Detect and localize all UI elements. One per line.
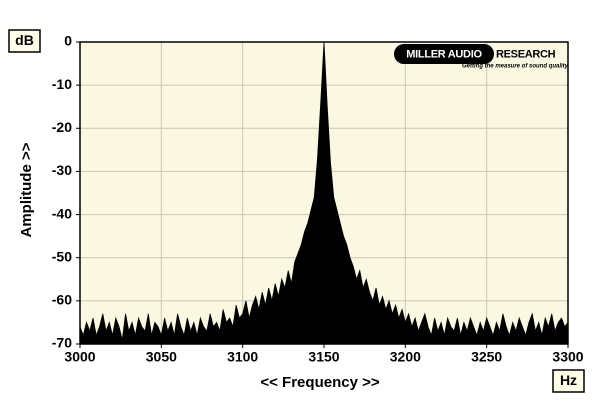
logo-tagline: Getting the measure of sound quality — [462, 64, 569, 70]
logo: MILLER AUDIO RESEARCH Getting the measur… — [394, 44, 569, 70]
spectrum-area — [79, 41, 569, 345]
x-tick-label: 3150 — [308, 349, 339, 365]
x-tick-label: 3250 — [471, 349, 502, 365]
y-tick-label: -40 — [52, 205, 72, 221]
x-tick-label: 3300 — [552, 349, 583, 365]
y-tick-label: -10 — [52, 76, 72, 92]
unit-box — [552, 369, 585, 393]
marks — [79, 41, 569, 345]
x-tick-label: 3100 — [227, 349, 258, 365]
y-tick-label: -50 — [52, 248, 72, 264]
plot-border — [79, 41, 569, 345]
y-tick-label: -30 — [52, 162, 72, 178]
x-axis-label: << Frequency >> — [260, 374, 379, 391]
logo-text: RESEARCH — [496, 48, 556, 60]
logo-text: MILLER AUDIO — [406, 48, 482, 60]
y-axis-label: Amplitude >> — [18, 142, 35, 237]
x-tick-label: 3050 — [146, 349, 177, 365]
x-unit: Hz — [560, 372, 577, 388]
x-tick-label: 3200 — [390, 349, 421, 365]
y-tick-label: 0 — [64, 33, 72, 49]
y-unit: dB — [15, 32, 34, 48]
y-tick-label: -60 — [52, 292, 72, 308]
x-tick-label: 3000 — [64, 349, 95, 365]
y-tick-label: -20 — [52, 119, 72, 135]
unit-box — [8, 29, 41, 53]
y-tick-label: -70 — [52, 335, 72, 351]
logo-pill — [394, 44, 494, 64]
